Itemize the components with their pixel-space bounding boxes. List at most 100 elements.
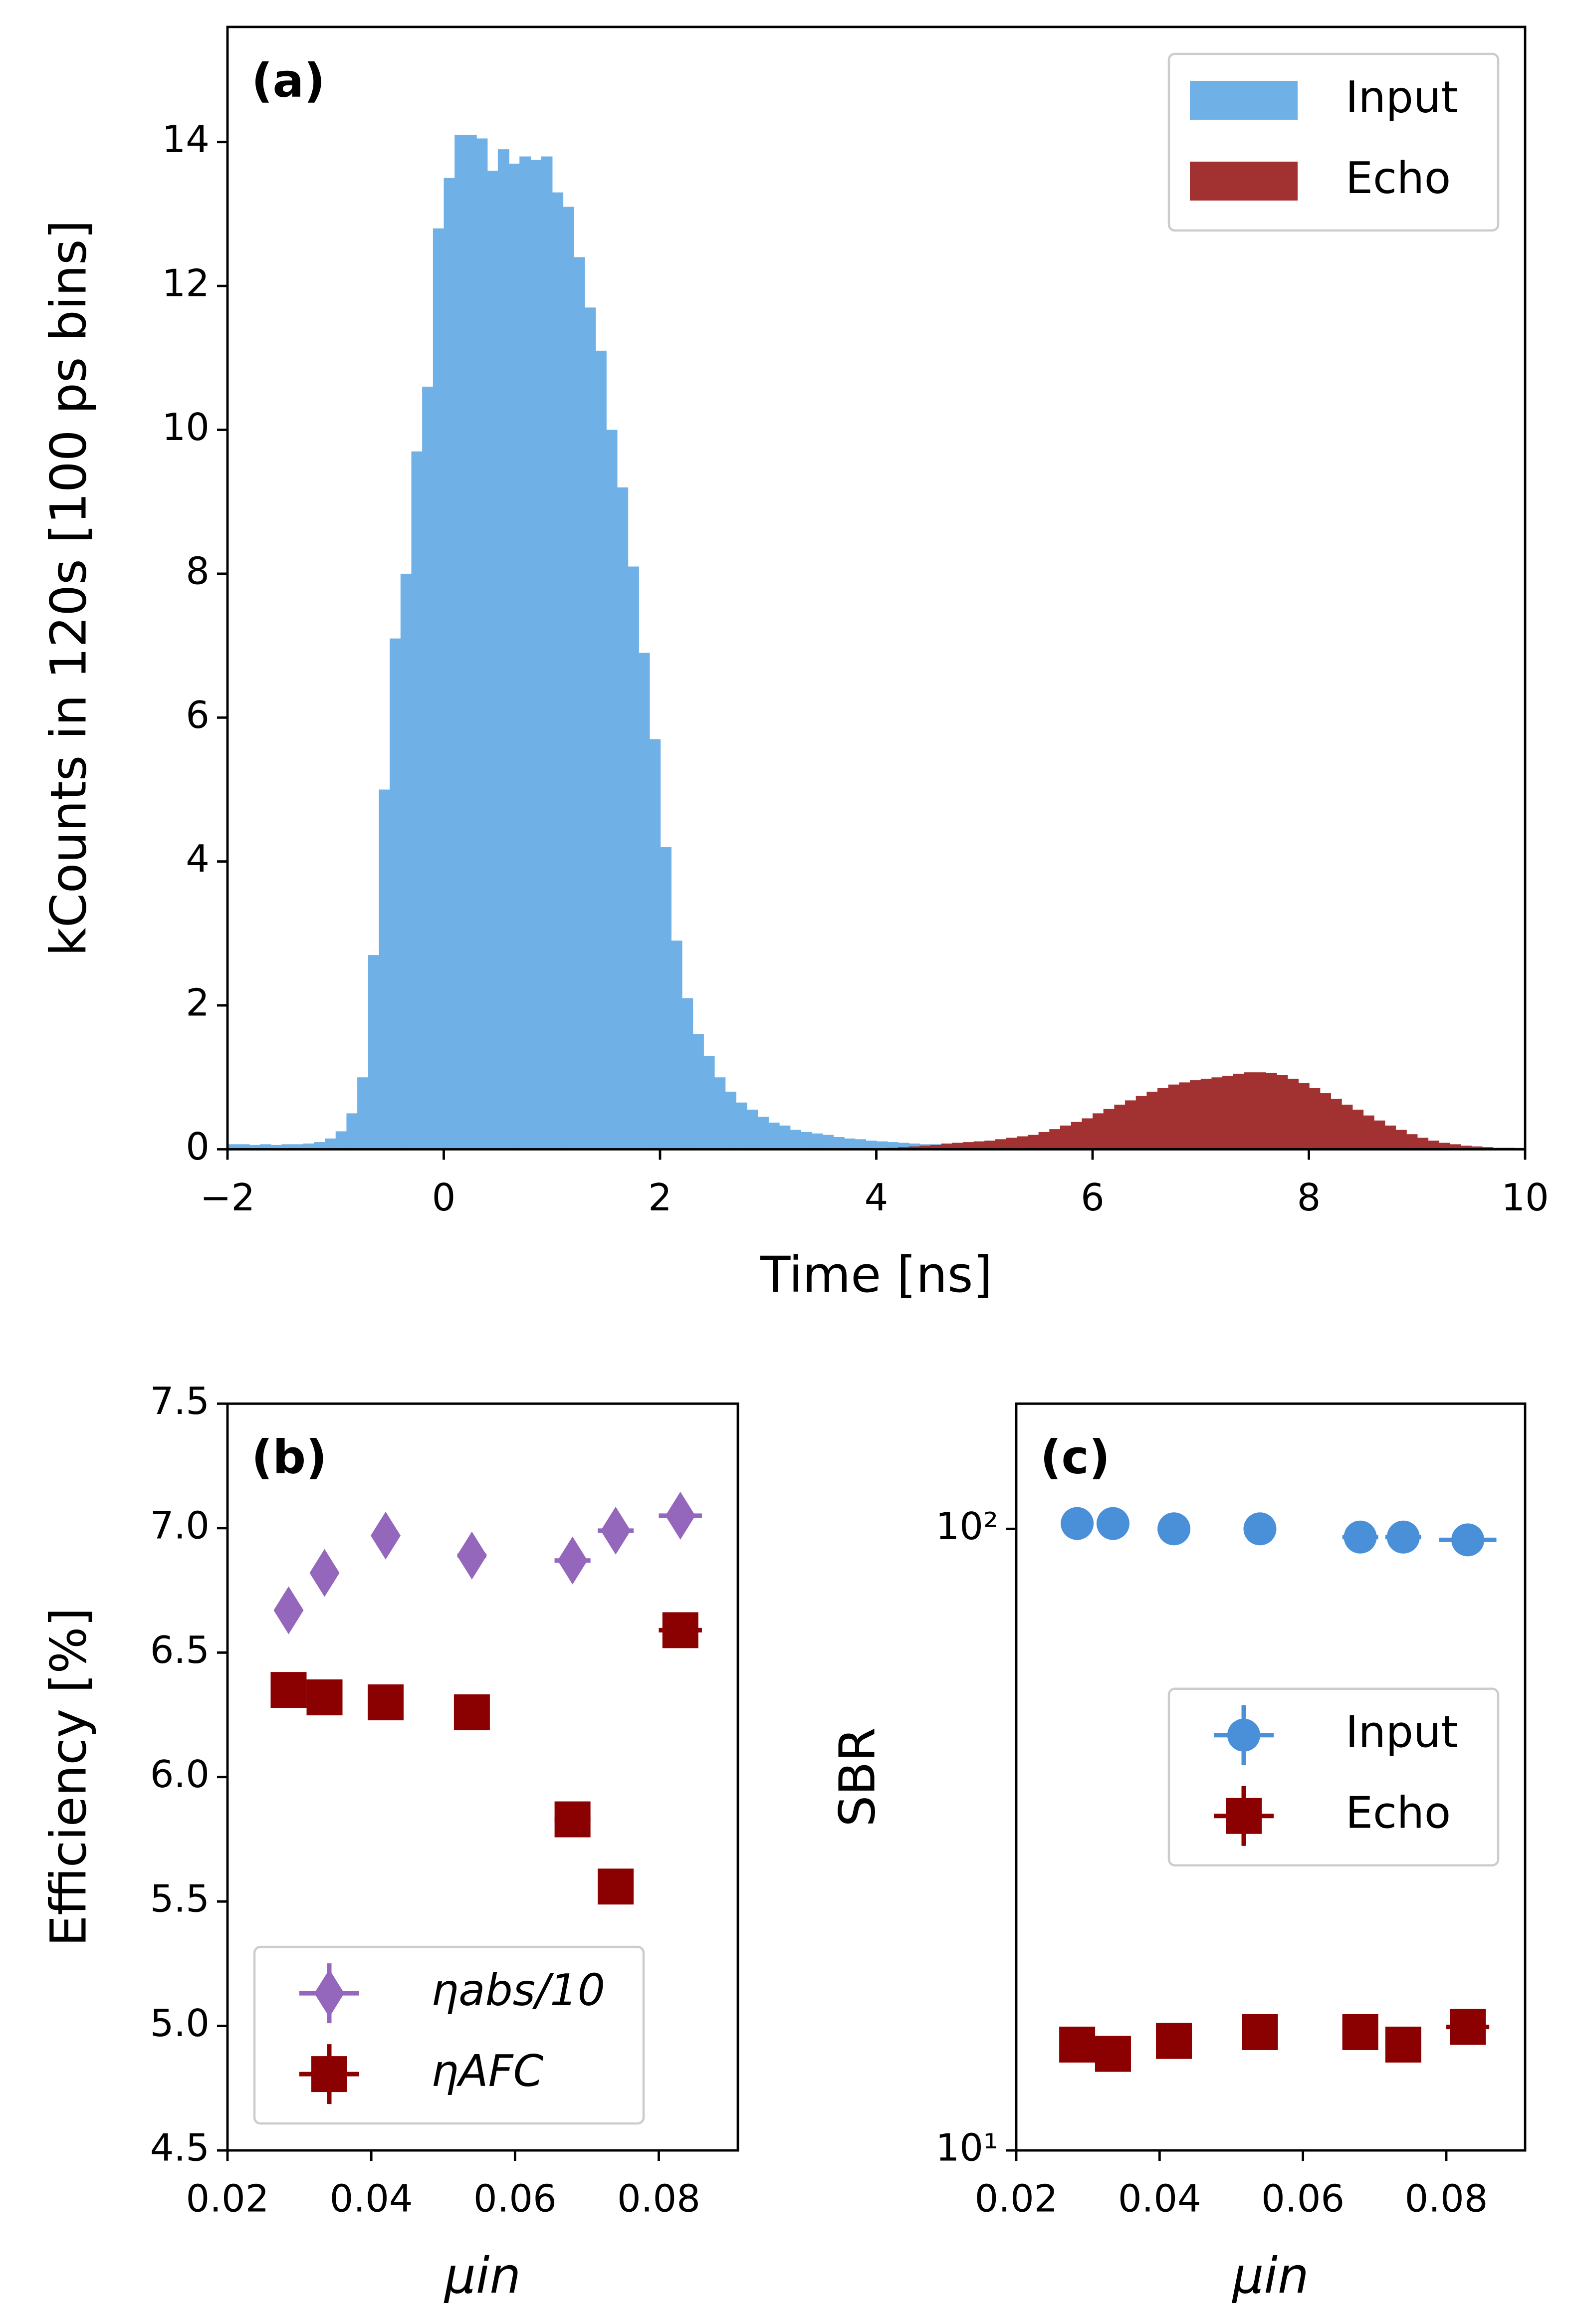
bar (779, 1125, 791, 1150)
bar (1287, 1079, 1299, 1150)
marker (1342, 2014, 1378, 2050)
bar (962, 1142, 974, 1150)
x-tick-label: 0.04 (330, 2177, 413, 2221)
bar (681, 998, 693, 1150)
bar (1406, 1134, 1418, 1150)
bar (476, 138, 488, 1150)
marker (601, 1506, 631, 1555)
bar (638, 653, 650, 1150)
bar (411, 451, 423, 1150)
y-tick-label: 12 (162, 261, 210, 305)
x-tick-label: 0.02 (975, 2177, 1058, 2221)
bar (746, 1110, 758, 1150)
bar (811, 1133, 823, 1150)
y-tick-label: 10 (162, 405, 210, 449)
legend-label: ηAFC (431, 2046, 544, 2096)
bar (1341, 1105, 1353, 1150)
bar (1330, 1099, 1342, 1150)
bar (1460, 1146, 1472, 1150)
marker (1242, 2014, 1278, 2050)
bar (952, 1143, 964, 1150)
bar (1395, 1130, 1407, 1150)
marker (1061, 1507, 1094, 1540)
bar (692, 1034, 704, 1150)
x-tick-label: 6 (1081, 1175, 1105, 1219)
bar (844, 1138, 856, 1150)
bar (1298, 1083, 1310, 1150)
bar (1038, 1132, 1050, 1150)
bar (919, 1146, 931, 1150)
bar (714, 1077, 726, 1150)
marker (598, 1868, 634, 1905)
bar (1071, 1122, 1083, 1150)
y-tick-label: 6 (186, 693, 210, 737)
bar (541, 156, 553, 1150)
bar (768, 1123, 780, 1150)
marker (557, 1536, 588, 1585)
marker (1385, 2026, 1421, 2063)
bar (1438, 1143, 1450, 1150)
bar (1157, 1088, 1169, 1150)
marker (1386, 1520, 1420, 1554)
legend-swatch (1190, 161, 1298, 201)
y-tick-label: 10² (936, 1504, 998, 1548)
y-tick-label: 5.5 (150, 1877, 210, 1921)
bar (627, 566, 639, 1150)
bar (1309, 1088, 1321, 1150)
bar (346, 1113, 358, 1150)
bar (1135, 1096, 1147, 1150)
legend-label: Input (1346, 72, 1458, 123)
panel-label: (c) (1040, 1430, 1110, 1484)
x-tick-label: 2 (648, 1175, 672, 1219)
marker (456, 1531, 487, 1580)
bar (908, 1143, 920, 1150)
bar (249, 1145, 261, 1150)
bar (433, 228, 445, 1150)
bar (1211, 1077, 1223, 1150)
bar (1027, 1135, 1039, 1150)
x-tick-label: 10 (1501, 1175, 1549, 1219)
bar (238, 1144, 250, 1150)
bar (703, 1056, 715, 1150)
legend-marker (1227, 1718, 1260, 1752)
marker (309, 1549, 340, 1597)
x-tick-label: −2 (200, 1175, 255, 1219)
x-tick-label: 4 (865, 1175, 889, 1219)
bar (368, 955, 380, 1150)
bar (855, 1139, 867, 1150)
bar (497, 149, 509, 1150)
legend-label: Echo (1346, 153, 1451, 204)
bar (930, 1145, 942, 1150)
bar (735, 1102, 747, 1150)
bar (973, 1141, 985, 1150)
legend-marker (311, 2056, 347, 2092)
x-tick-label: 0.04 (1118, 2177, 1201, 2221)
bar (941, 1143, 953, 1150)
bar (1373, 1120, 1385, 1150)
bar (357, 1077, 369, 1150)
bar (790, 1130, 801, 1150)
bar (595, 350, 607, 1150)
bar (573, 257, 585, 1150)
x-tick-label: 0.02 (186, 2177, 269, 2221)
bar (1244, 1072, 1256, 1150)
marker (662, 1612, 698, 1648)
x-tick-label: 0.06 (1261, 2177, 1345, 2221)
bar (660, 847, 672, 1150)
x-tick-label: 0.08 (617, 2177, 700, 2221)
bar (1276, 1075, 1288, 1150)
legend-swatch (1190, 80, 1298, 120)
y-axis-label: kCounts in 120s [100 ps bins] (40, 220, 97, 956)
x-tick-label: 0.06 (473, 2177, 557, 2221)
bar (519, 156, 531, 1150)
bar (876, 1141, 888, 1150)
bar (444, 178, 455, 1150)
y-tick-label: 8 (186, 549, 210, 593)
bar (1265, 1073, 1277, 1150)
y-axis-label: SBR (829, 1727, 886, 1827)
y-tick-label: 4 (186, 837, 210, 881)
marker (367, 1684, 404, 1721)
bar (1093, 1113, 1104, 1150)
axes-frame (226, 25, 1527, 1151)
